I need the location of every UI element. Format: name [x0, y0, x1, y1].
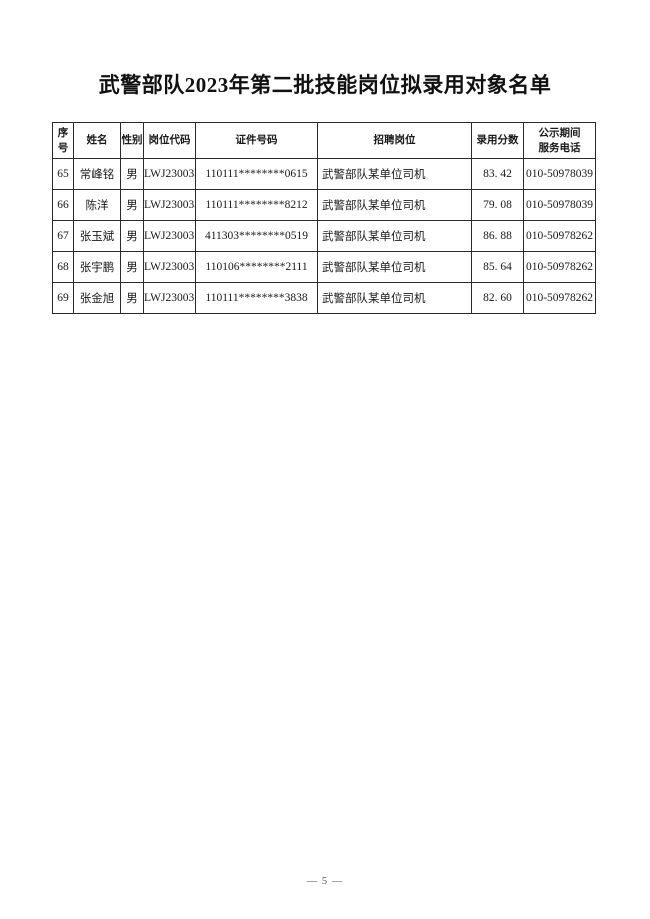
cell-seq: 67	[52, 220, 74, 252]
cell-seq: 68	[52, 251, 74, 283]
cell-gender: 男	[120, 189, 144, 221]
cell-job-code: LWJ230033	[143, 189, 196, 221]
cell-position: 武警部队某单位司机	[317, 189, 472, 221]
table-header-row: 序 号 姓名 性别 岗位代码 证件号码 招聘岗位 录用分数 公示期间 服务电话	[52, 122, 596, 159]
col-header-gender: 性别	[120, 122, 144, 159]
cell-name: 常峰铭	[73, 158, 121, 190]
cell-name: 张宇鹏	[73, 251, 121, 283]
cell-score: 83. 42	[471, 158, 524, 190]
cell-phone: 010-50978262	[523, 282, 596, 314]
table-row: 66 陈洋 男 LWJ230033 110111********8212 武警部…	[52, 189, 596, 221]
col-header-name: 姓名	[73, 122, 121, 159]
table-row: 69 张金旭 男 LWJ230035 110111********3838 武警…	[52, 282, 596, 314]
col-header-seq: 序 号	[52, 122, 74, 159]
cell-gender: 男	[120, 158, 144, 190]
cell-seq: 69	[52, 282, 74, 314]
cell-phone: 010-50978039	[523, 158, 596, 190]
cell-seq: 65	[52, 158, 74, 190]
cell-id-number: 411303********0519	[195, 220, 318, 252]
cell-job-code: LWJ230035	[143, 251, 196, 283]
cell-position: 武警部队某单位司机	[317, 282, 472, 314]
cell-score: 86. 88	[471, 220, 524, 252]
col-header-phone: 公示期间 服务电话	[523, 122, 596, 159]
table-row: 67 张玉斌 男 LWJ230035 411303********0519 武警…	[52, 220, 596, 252]
cell-name: 张玉斌	[73, 220, 121, 252]
cell-position: 武警部队某单位司机	[317, 220, 472, 252]
cell-job-code: LWJ230035	[143, 282, 196, 314]
cell-name: 陈洋	[73, 189, 121, 221]
recruitment-table: 序 号 姓名 性别 岗位代码 证件号码 招聘岗位 录用分数 公示期间 服务电话 …	[52, 122, 596, 314]
cell-job-code: LWJ230033	[143, 158, 196, 190]
cell-phone: 010-50978262	[523, 251, 596, 283]
cell-gender: 男	[120, 220, 144, 252]
cell-name: 张金旭	[73, 282, 121, 314]
col-header-score: 录用分数	[471, 122, 524, 159]
cell-seq: 66	[52, 189, 74, 221]
cell-phone: 010-50978262	[523, 220, 596, 252]
page-title: 武警部队2023年第二批技能岗位拟录用对象名单	[98, 73, 552, 97]
cell-score: 85. 64	[471, 251, 524, 283]
cell-gender: 男	[120, 251, 144, 283]
cell-position: 武警部队某单位司机	[317, 251, 472, 283]
col-header-id-number: 证件号码	[195, 122, 318, 159]
col-header-position: 招聘岗位	[317, 122, 472, 159]
cell-position: 武警部队某单位司机	[317, 158, 472, 190]
cell-gender: 男	[120, 282, 144, 314]
cell-phone: 010-50978039	[523, 189, 596, 221]
cell-id-number: 110111********0615	[195, 158, 318, 190]
cell-id-number: 110111********8212	[195, 189, 318, 221]
table-row: 65 常峰铭 男 LWJ230033 110111********0615 武警…	[52, 158, 596, 190]
cell-id-number: 110106********2111	[195, 251, 318, 283]
cell-id-number: 110111********3838	[195, 282, 318, 314]
cell-job-code: LWJ230035	[143, 220, 196, 252]
page-number: — 5 —	[306, 876, 344, 887]
table-row: 68 张宇鹏 男 LWJ230035 110106********2111 武警…	[52, 251, 596, 283]
cell-score: 82. 60	[471, 282, 524, 314]
cell-score: 79. 08	[471, 189, 524, 221]
col-header-job-code: 岗位代码	[143, 122, 196, 159]
